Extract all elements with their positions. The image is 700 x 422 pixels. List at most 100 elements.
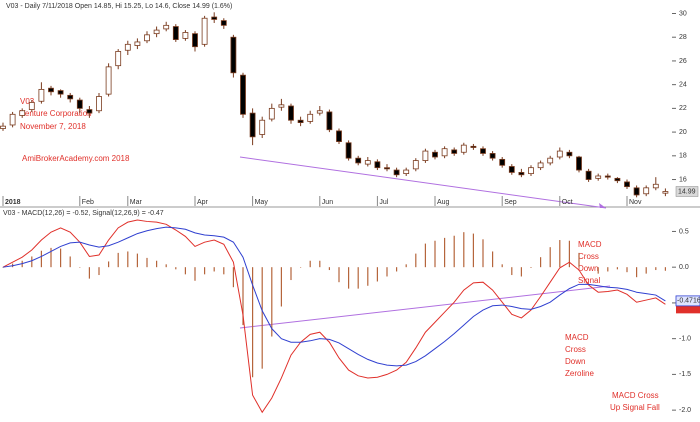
candle-body xyxy=(633,187,640,196)
candle-body xyxy=(124,43,131,51)
histogram-bar xyxy=(31,256,33,268)
histogram-bar xyxy=(261,267,263,369)
candle-body xyxy=(585,170,592,180)
series-line xyxy=(2,226,666,367)
candle-body xyxy=(297,119,304,124)
candle-body xyxy=(134,41,141,46)
candle-body xyxy=(374,161,381,169)
candle-body xyxy=(345,142,352,159)
candle-body xyxy=(412,160,419,170)
candle-body xyxy=(556,150,563,158)
candle-body xyxy=(614,177,621,182)
histogram-bar xyxy=(232,267,234,288)
annotation: Venture Corporation xyxy=(20,109,92,118)
y-tick-label: 18 xyxy=(679,153,687,160)
x-tick-label: Oct xyxy=(562,199,573,206)
arrow-head xyxy=(599,203,606,208)
candle-body xyxy=(182,32,189,39)
candle-body xyxy=(211,16,218,20)
candle-body xyxy=(422,150,429,161)
candle-body xyxy=(48,87,54,93)
candle-body xyxy=(240,74,246,115)
histogram-bar xyxy=(2,267,4,268)
histogram-bar xyxy=(645,267,647,274)
annotation: AmiBrokerAcademy.com 2018 xyxy=(22,154,130,163)
annotation: MACD Cross xyxy=(612,391,659,400)
histogram-bar xyxy=(607,267,609,272)
x-tick-label: Feb xyxy=(82,199,94,206)
y-tick-label: -1.5 xyxy=(679,371,691,378)
candle-body xyxy=(105,66,112,95)
histogram-bar xyxy=(328,267,330,271)
histogram-bar xyxy=(492,251,494,268)
candle-body xyxy=(652,183,659,189)
histogram-bar xyxy=(60,248,62,268)
histogram-bar xyxy=(117,252,119,268)
histogram-bar xyxy=(280,267,282,307)
series-line xyxy=(2,219,666,414)
trend-line xyxy=(239,156,607,209)
x-tick-label: Aug xyxy=(437,199,450,206)
x-tick-label: Nov xyxy=(629,199,642,206)
histogram-bar xyxy=(165,264,167,268)
histogram-bar xyxy=(386,267,388,277)
candle-body xyxy=(192,33,198,48)
histogram-bar xyxy=(655,267,657,271)
y-tick-label: 28 xyxy=(679,34,687,41)
candle-body xyxy=(576,156,582,171)
annotation: V03 xyxy=(20,97,35,106)
last-value-label: -0.47168 xyxy=(677,298,700,305)
histogram-bar xyxy=(98,267,100,276)
annotation: Zeroline xyxy=(565,369,594,378)
candle-body xyxy=(144,34,150,42)
histogram-bar xyxy=(290,267,292,281)
annotation: Down xyxy=(565,357,585,366)
candle-body xyxy=(643,187,650,195)
histogram-bar xyxy=(194,267,196,281)
candle-body xyxy=(67,94,74,100)
candle-body xyxy=(0,125,6,129)
candle-body xyxy=(547,157,554,164)
histogram-bar xyxy=(616,267,618,270)
histogram-bar xyxy=(588,267,590,268)
candle-body xyxy=(316,110,323,114)
histogram-bar xyxy=(664,267,666,271)
y-tick-label: 20 xyxy=(679,129,687,136)
histogram-bar xyxy=(568,240,570,268)
histogram-bar xyxy=(636,267,638,278)
annotation: Up Signal Fall xyxy=(610,403,660,412)
histogram-bar xyxy=(252,267,254,378)
candle-body xyxy=(355,157,362,164)
y-tick-label: 30 xyxy=(679,10,687,17)
x-tick-label: Mar xyxy=(130,199,143,206)
histogram-bar xyxy=(79,267,81,268)
candle-body xyxy=(28,102,35,110)
y-tick-label: 16 xyxy=(679,176,687,183)
histogram-bar xyxy=(520,267,522,277)
candle-body xyxy=(432,151,438,158)
histogram-bar xyxy=(482,239,484,268)
candle-body xyxy=(268,107,275,120)
x-tick-label: Jun xyxy=(322,199,333,206)
last-price-label: 14.99 xyxy=(678,188,696,195)
histogram-bar xyxy=(367,267,369,286)
candle-body xyxy=(230,36,237,74)
histogram-bar xyxy=(559,240,561,268)
candle-body xyxy=(220,20,227,26)
y-tick-label: -2.0 xyxy=(679,407,691,414)
histogram-bar xyxy=(136,253,138,268)
candle-body xyxy=(537,162,544,169)
candle-body xyxy=(451,149,458,154)
histogram-bar xyxy=(108,261,110,268)
histogram-bar xyxy=(626,267,628,273)
y-tick-label: 22 xyxy=(679,105,687,112)
histogram-bar xyxy=(204,267,206,275)
candle-body xyxy=(278,104,285,108)
candle-body xyxy=(470,145,477,148)
histogram-bar xyxy=(40,250,42,268)
candle-body xyxy=(288,105,294,121)
y-tick-label: -1.0 xyxy=(679,336,691,343)
annotation: MACD xyxy=(565,333,589,342)
